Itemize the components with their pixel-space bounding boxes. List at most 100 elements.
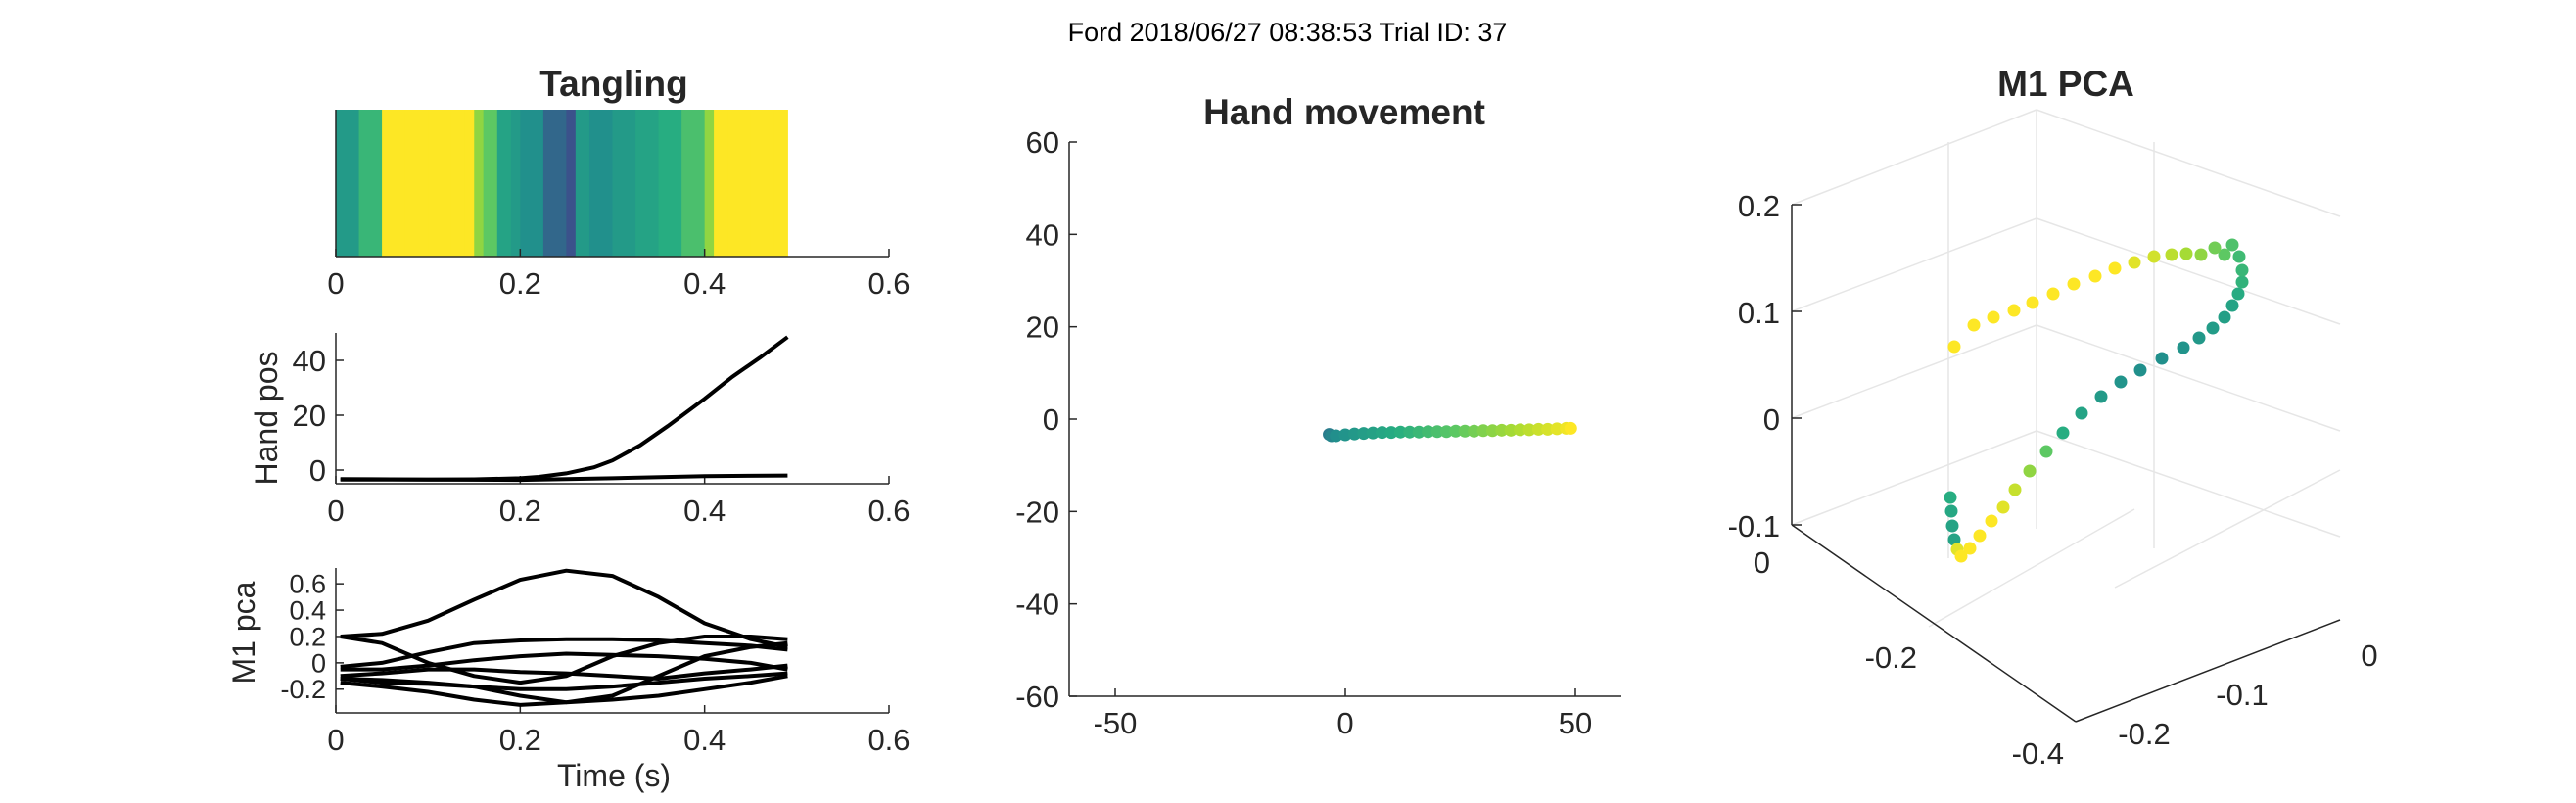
pca3d-ztick: -0.1 [1728, 509, 1780, 543]
handmove-point [1384, 426, 1398, 440]
pca3d-point [2177, 341, 2190, 354]
pca3d-point [2218, 248, 2231, 261]
handpos-ylabel: Hand pos [249, 352, 284, 486]
pca3d-point [2007, 304, 2021, 317]
tangling-cell [542, 110, 567, 257]
handmove-point [1366, 426, 1380, 440]
pca3d-point [1947, 340, 1961, 354]
pca3d-point [2094, 390, 2108, 403]
handpos-lines [340, 335, 789, 483]
tangling-cell [428, 110, 452, 257]
tangling-cell [681, 110, 706, 257]
y-tick-label: 0 [309, 453, 326, 488]
pca3d-ytick: -0.2 [2118, 717, 2170, 751]
tangling-cell [566, 110, 577, 257]
pca3d-point [2039, 445, 2053, 458]
y-tick-label: 0.4 [289, 596, 326, 626]
handmove-point [1531, 422, 1545, 436]
handmove-panel: Hand movement -50 0 50 -60 -40 -20 0 20 40 60 [1015, 92, 1621, 740]
pca3d-panel: M1 PCA 0.2 0.1 0 -0.1 0 -0 [1728, 64, 2378, 771]
x-tick-label: 0.2 [499, 266, 541, 301]
pca3d-point [1944, 504, 1958, 518]
tangling-cell [404, 110, 429, 257]
m1pca-timeseries-panel: M1 pca Time (s) 0 0.2 0.4 0.6-0.200.20.40.6 [226, 568, 911, 793]
pca3d-point [2155, 352, 2169, 365]
tangling-cell [520, 110, 544, 257]
tangling-cell [635, 110, 660, 257]
pca3d-point [2026, 296, 2039, 309]
tangling-cell [588, 110, 613, 257]
handmove-point [1347, 427, 1361, 441]
handmove-point [1338, 428, 1352, 442]
y-tick-label: 0.2 [289, 622, 326, 651]
pca3d-point [2235, 275, 2249, 289]
x-tick-label: 0 [327, 266, 344, 301]
pca3d-point [2023, 464, 2037, 478]
y-tick-label: -0.2 [280, 675, 326, 704]
m1pca-line [340, 674, 788, 707]
handmove-point [1376, 426, 1389, 440]
pca3d-ytick: 0 [2361, 638, 2377, 673]
tangling-axes: 0 0.2 0.4 0.6 [327, 110, 911, 301]
pca3d-point [2008, 483, 2022, 496]
pca3d-xtick: -0.2 [1865, 640, 1917, 675]
y-tick-label: 20 [293, 399, 326, 433]
tangling-cell [575, 110, 590, 257]
pca3d-point [2179, 247, 2193, 260]
pca3d-ytick: -0.1 [2216, 678, 2268, 712]
x-tick-label: 50 [1559, 706, 1592, 740]
handmove-point [1514, 423, 1527, 437]
handmove-point [1504, 423, 1518, 437]
pca3d-point [2232, 250, 2246, 263]
pca3d-ztick: 0 [1763, 402, 1780, 437]
tangling-cell [474, 110, 485, 257]
pca3d-title: M1 PCA [1997, 64, 2134, 104]
pca3d-point [2128, 256, 2141, 269]
y-tick-label: 20 [1026, 310, 1059, 345]
tangling-cell [750, 110, 774, 257]
pca3d-point [1945, 519, 1959, 533]
handmove-point [1422, 425, 1435, 439]
tangling-cell [464, 110, 475, 257]
y-tick-label: -40 [1015, 588, 1059, 622]
handmove-point [1430, 425, 1444, 439]
tangling-cell [658, 110, 682, 257]
m1pca-lines [340, 568, 788, 707]
y-tick-label: -60 [1015, 680, 1059, 714]
pca3d-point [1954, 549, 1968, 563]
handpos-axes: 0 0.2 0.4 0.6 0 20 40 [293, 333, 911, 528]
m1pca-line [340, 568, 788, 649]
y-tick-label: 0 [1043, 402, 1059, 437]
pca3d-point [2218, 310, 2231, 324]
pca3d-ztick: 0.1 [1738, 296, 1780, 330]
pca3d-point [1996, 500, 2010, 514]
pca3d-point [2088, 269, 2102, 283]
pca3d-point [1963, 542, 1977, 555]
handmove-point [1330, 429, 1343, 443]
x-tick-label: 0.4 [683, 494, 726, 528]
m1pca-axes: 0 0.2 0.4 0.6-0.200.20.40.6 [280, 568, 911, 757]
figure-suptitle: Ford 2018/06/27 08:38:53 Trial ID: 37 [1068, 18, 1508, 47]
handmove-point [1439, 425, 1453, 439]
handpos-line [340, 335, 789, 482]
x-tick-label: 0.6 [867, 266, 910, 301]
tangling-cell [483, 110, 498, 257]
y-tick-label: 40 [293, 344, 326, 378]
pca3d-point [2165, 248, 2178, 261]
m1pca-xlabel: Time (s) [557, 758, 671, 793]
tangling-cell [612, 110, 636, 257]
pca3d-point [2225, 299, 2239, 312]
handmove-point [1403, 425, 1417, 439]
tangling-cell [727, 110, 752, 257]
pca3d-point [2208, 241, 2222, 255]
m1pca-ylabel: M1 pca [226, 581, 261, 684]
x-tick-label: 0.4 [683, 723, 726, 757]
handmove-point [1550, 422, 1564, 436]
y-tick-label: 0.6 [289, 570, 326, 599]
pca3d-point [2108, 261, 2122, 275]
m1pca-line [340, 663, 788, 681]
y-tick-label: -20 [1015, 495, 1059, 529]
handmove-point [1522, 423, 1536, 437]
pca3d-point [2194, 248, 2208, 261]
